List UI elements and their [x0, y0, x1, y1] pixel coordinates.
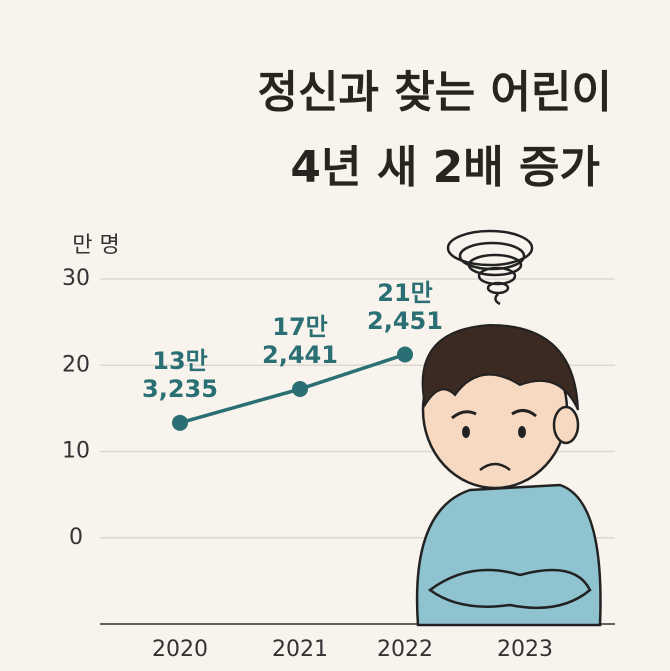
data-label: 21만 2,451 — [367, 278, 443, 335]
x-tick-label: 2021 — [272, 637, 328, 662]
y-tick-label: 0 — [69, 525, 83, 550]
chart-title: 4년 새 2배 증가 — [290, 142, 600, 193]
y-tick-label: 10 — [62, 439, 90, 464]
x-tick-label: 2022 — [377, 637, 433, 662]
point — [397, 346, 413, 363]
chart-title: 정신과 찾는 어린이 — [258, 67, 612, 118]
illustration — [415, 229, 602, 627]
data-label: 17만 2,441 — [262, 313, 338, 370]
x-tick-label: 2023 — [497, 637, 553, 662]
point — [292, 381, 308, 398]
y-tick-label: 30 — [62, 266, 90, 291]
y-axis-label: 만 명 — [72, 233, 119, 258]
x-tick-label: 2020 — [152, 637, 208, 662]
point — [172, 414, 188, 431]
data-label: 13만 3,235 — [142, 346, 218, 403]
y-tick-label: 20 — [62, 352, 90, 377]
